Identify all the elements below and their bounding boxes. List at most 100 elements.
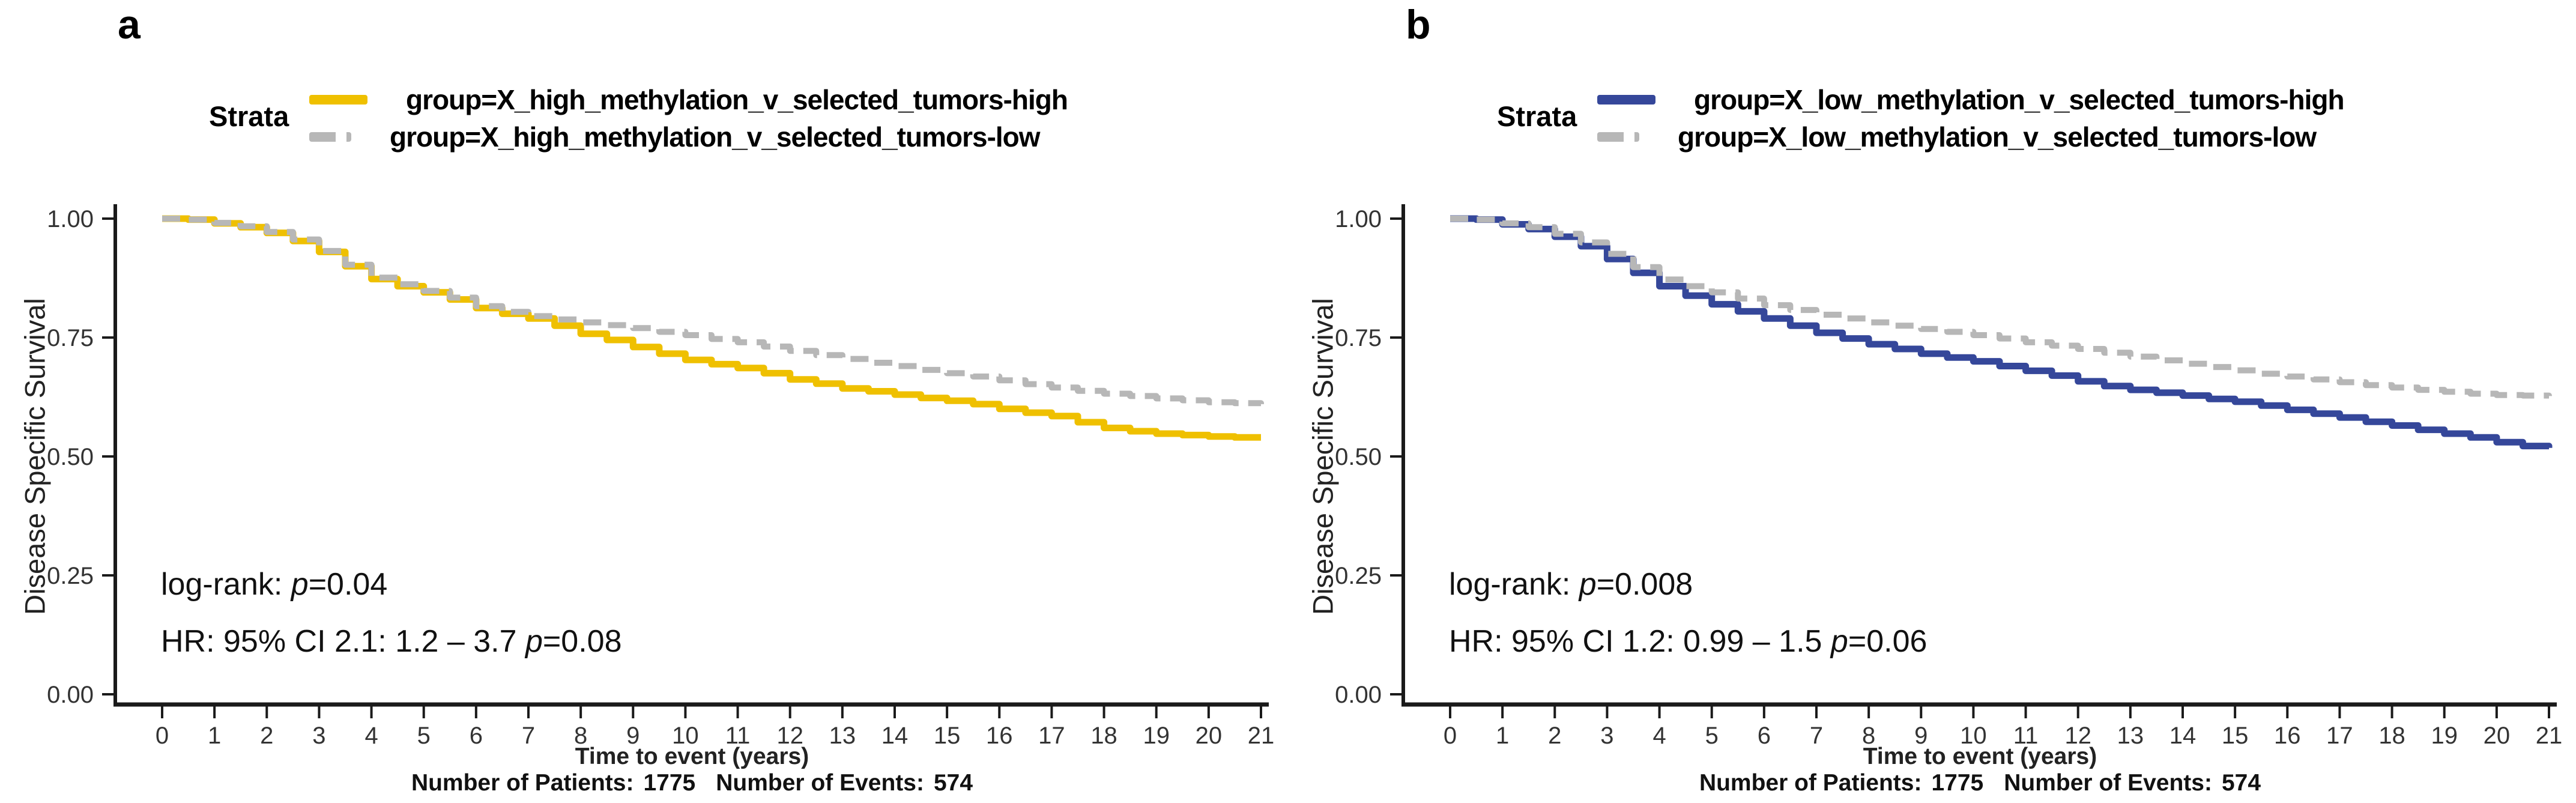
- logrank-line: log-rank: p=0.008: [1449, 556, 1927, 613]
- events-value: 574: [2221, 770, 2261, 796]
- legend-swatch-low: [1597, 132, 1639, 142]
- x-tick-label-19: 19: [1143, 723, 1170, 749]
- x-tick-label-0: 0: [1444, 723, 1457, 749]
- y-axis-title: Disease Specific Survival: [19, 298, 51, 615]
- legend-label-low: group=X_low_methylation_v_selected_tumor…: [1678, 121, 2317, 153]
- x-tick-label-15: 15: [2222, 723, 2249, 749]
- legend-label-high: group=X_low_methylation_v_selected_tumor…: [1694, 84, 2345, 115]
- x-tick-label-13: 13: [829, 723, 856, 749]
- x-tick-label-6: 6: [1758, 723, 1771, 749]
- x-axis-title: Time to event (years): [1863, 744, 2097, 769]
- x-tick-label-14: 14: [881, 723, 909, 749]
- y-axis-title: Disease Specific Survival: [1307, 298, 1339, 615]
- footer-counts: Number of Patients: 1775 Number of Events:…: [115, 770, 1269, 796]
- logrank-value: =0.008: [1596, 567, 1693, 602]
- events-value: 574: [933, 770, 973, 796]
- x-tick-label-9: 9: [626, 723, 639, 749]
- x-tick-label-16: 16: [2274, 723, 2301, 749]
- hr-line: HR: 95% CI 1.2: 0.99 – 1.5 p=0.06: [1449, 613, 1927, 670]
- hr-prefix: HR: 95% CI 1.2: 0.99 – 1.5: [1449, 624, 1831, 659]
- x-tick-label-10: 10: [672, 723, 699, 749]
- y-tick-label-0.75: 0.75: [47, 325, 94, 351]
- y-tick-label-0.50: 0.50: [47, 444, 94, 470]
- legend-swatch-low: [309, 132, 351, 142]
- patients-label: Number of Patients:: [1699, 770, 1922, 796]
- legend-title: Strata: [209, 100, 289, 132]
- y-tick-label-0.25: 0.25: [47, 563, 94, 589]
- x-tick-label-19: 19: [2431, 723, 2458, 749]
- x-tick-label-1: 1: [1496, 723, 1509, 749]
- patients-label: Number of Patients:: [411, 770, 634, 796]
- x-tick-label-14: 14: [2169, 723, 2197, 749]
- km-plot-a: 1.000.750.500.250.000 1 2 3 4 5 6 7 8 9 10 11 12 13 14…: [47, 204, 1275, 749]
- stats-annotation: log-rank: p=0.04 HR: 95% CI 2.1: 1.2 – 3…: [161, 556, 622, 670]
- x-tick-label-0: 0: [156, 723, 169, 749]
- panel-label-a: a: [118, 2, 141, 47]
- x-tick-label-3: 3: [1600, 723, 1613, 749]
- x-tick-label-7: 7: [522, 723, 535, 749]
- y-tick-label-0.75: 0.75: [1335, 325, 1382, 351]
- legend-swatch-high: [309, 95, 367, 105]
- patients-value: 1775: [1931, 770, 1984, 796]
- hr-value: =0.08: [542, 624, 622, 659]
- x-tick-label-4: 4: [364, 723, 378, 749]
- legend-swatch-high: [1597, 95, 1655, 105]
- hr-value: =0.06: [1848, 624, 1927, 659]
- x-tick-label-3: 3: [312, 723, 325, 749]
- patients-value: 1775: [643, 770, 696, 796]
- footer-counts: Number of Patients: 1775 Number of Events:…: [1403, 770, 2557, 796]
- x-tick-label-20: 20: [2484, 723, 2511, 749]
- x-tick-label-4: 4: [1652, 723, 1666, 749]
- logrank-prefix: log-rank:: [1449, 567, 1579, 602]
- x-tick-label-18: 18: [1090, 723, 1117, 749]
- x-tick-label-10: 10: [1960, 723, 1987, 749]
- panel-a: 1.00 0.75 0.50 0.25 0.00 0 1 2 3 4 5 6 7 8 9 10 11 12 13 14…: [19, 2, 1275, 796]
- x-tick-label-18: 18: [2378, 723, 2405, 749]
- panel-label-b: b: [1406, 2, 1431, 47]
- legend-label-high: group=X_high_methylation_v_selected_tumo…: [406, 84, 1068, 115]
- x-tick-label-13: 13: [2117, 723, 2144, 749]
- km-curve-high: [1450, 215, 2553, 450]
- legend-item-low: group=X_low_methylation_v_selected_tumor…: [1597, 120, 2317, 154]
- panel-b: 1.00 0.75 0.50 0.25 0.00 0 1 2 3 4 5 6 7 8 9 10 11 12 13 14…: [1288, 0, 2576, 803]
- x-tick-label-21: 21: [1248, 723, 1275, 749]
- x-tick-label-8: 8: [1862, 723, 1875, 749]
- x-tick-label-2: 2: [260, 723, 273, 749]
- legend-title: Strata: [1497, 100, 1577, 132]
- x-tick-label-5: 5: [417, 723, 431, 749]
- y-tick-label-0.00: 0.00: [47, 682, 94, 708]
- logrank-line: log-rank: p=0.04: [161, 556, 622, 613]
- y-tick-label-0.25: 0.25: [1335, 563, 1382, 589]
- x-tick-label-16: 16: [986, 723, 1013, 749]
- x-tick-label-17: 17: [2326, 723, 2353, 749]
- stats-annotation: log-rank: p=0.008 HR: 95% CI 1.2: 0.99 –…: [1449, 556, 1927, 670]
- x-tick-label-6: 6: [470, 723, 483, 749]
- x-tick-label-5: 5: [1705, 723, 1719, 749]
- x-tick-label-20: 20: [1196, 723, 1223, 749]
- x-tick-label-15: 15: [934, 723, 961, 749]
- km-curve-low: [162, 216, 1264, 407]
- x-tick-label-1: 1: [208, 723, 221, 749]
- x-tick-label-11: 11: [2013, 723, 2039, 749]
- km-plot-b: 1.000.750.500.250.000 1 2 3 4 5 6 7 8 9 10 11 12 13 14…: [1335, 204, 2563, 749]
- x-axis-title: Time to event (years): [575, 744, 809, 769]
- y-tick-label-1.00: 1.00: [47, 206, 94, 232]
- logrank-p: p: [1579, 567, 1597, 602]
- logrank-prefix: log-rank:: [161, 567, 291, 602]
- x-tick-label-8: 8: [574, 723, 587, 749]
- legend-item-low: group=X_high_methylation_v_selected_tumo…: [309, 120, 1041, 154]
- logrank-value: =0.04: [308, 567, 388, 602]
- legend-label-low: group=X_high_methylation_v_selected_tumo…: [390, 121, 1041, 153]
- events-label: Number of Events:: [716, 770, 924, 796]
- x-tick-label-21: 21: [2536, 723, 2563, 749]
- legend-item-high: group=X_high_methylation_v_selected_tumo…: [309, 83, 1068, 117]
- y-tick-label-1.00: 1.00: [1335, 206, 1382, 232]
- y-tick-label-0.50: 0.50: [1335, 444, 1382, 470]
- hr-p: p: [525, 624, 543, 659]
- hr-prefix: HR: 95% CI 2.1: 1.2 – 3.7: [161, 624, 525, 659]
- x-tick-label-12: 12: [2064, 723, 2091, 749]
- x-tick-label-17: 17: [1038, 723, 1065, 749]
- x-tick-label-11: 11: [725, 723, 751, 749]
- logrank-p: p: [291, 567, 309, 602]
